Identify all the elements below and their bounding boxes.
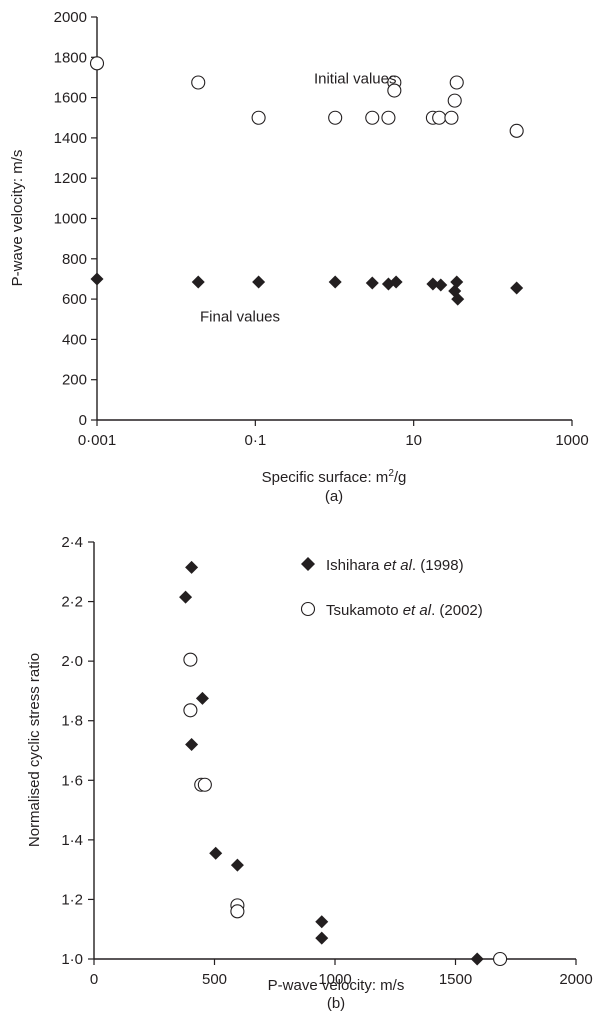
chart-panel-a: 0 200 400 600 800 1000 1200 1400 1600 1800 2000 0·… (9, 9, 589, 505)
initial-value-point (387, 83, 402, 98)
panel-label-a: (a) (325, 488, 343, 505)
y-tick-label-b: 2·4 (61, 534, 83, 551)
initial-value-point (509, 123, 524, 138)
initial-value-point (444, 110, 459, 125)
initial-value-point (89, 56, 105, 71)
final-value-point (510, 281, 524, 295)
legend: Ishihara et al. (1998) Tsukamoto et al. … (300, 557, 483, 619)
legend-marker-ishihara (301, 557, 315, 571)
legend-label-tsukamoto: Tsukamoto et al. (2002) (326, 602, 483, 619)
x-tick-label-a: 1000 (555, 432, 588, 449)
y-axis-label-a: P-wave velocity: m/s (9, 150, 26, 287)
initial-value-point (447, 93, 462, 108)
annotation-initial-values: Initial values (314, 70, 397, 87)
x-axis-label-a: Specific surface: m2/g (262, 468, 407, 486)
x-axis-label-a-main: Specific surface: m (262, 469, 389, 486)
x-tick-label-a: 0·001 (78, 432, 116, 449)
x-axis-label-a-sup: 2 (388, 468, 394, 479)
panel-label-b: (b) (327, 995, 345, 1012)
initial-value-point (365, 110, 380, 125)
tsukamoto-point (493, 951, 508, 967)
x-tick-label-a: 10 (405, 432, 422, 449)
initial-value-point (449, 75, 464, 90)
final-value-point (451, 292, 465, 306)
y-tick-label-b: 1·2 (61, 891, 83, 908)
initial-value-point (251, 110, 266, 125)
tsukamoto-point (183, 652, 198, 667)
y-tick-label-a: 1600 (54, 90, 87, 107)
initial-value-point (191, 75, 206, 90)
y-tick-label-a: 1000 (54, 211, 87, 228)
y-tick-label-b: 1·4 (61, 832, 83, 849)
y-tick-label-b: 1·8 (61, 713, 83, 730)
tsukamoto-point (183, 703, 198, 718)
ishihara-point (315, 915, 329, 929)
ishihara-point (179, 590, 193, 604)
legend-ishihara-em: et al (384, 557, 413, 574)
x-axis-label-a-tail: /g (394, 469, 407, 486)
final-value-point (328, 275, 342, 289)
ishihara-point (195, 691, 209, 705)
legend-tsukamoto-pre: Tsukamoto (326, 602, 403, 619)
x-tick-label-b: 500 (202, 971, 227, 988)
y-tick-label-a: 800 (62, 251, 87, 268)
y-axis-label-b: Normalised cyclic stress ratio (26, 653, 43, 847)
y-tick-label-a: 400 (62, 331, 87, 348)
y-tick-label-b: 2·0 (61, 653, 83, 670)
y-tick-label-a: 1800 (54, 49, 87, 66)
legend-marker-tsukamoto (300, 601, 316, 617)
x-tick-label-b: 1000 (318, 971, 351, 988)
y-tick-label-a: 1400 (54, 130, 87, 147)
data-points-a (89, 56, 524, 306)
tsukamoto-point (230, 904, 245, 919)
ishihara-point (230, 858, 244, 872)
final-value-point (191, 275, 205, 289)
final-value-point (450, 275, 464, 289)
x-tick-label-a: 0·1 (244, 432, 266, 449)
legend-label-ishihara: Ishihara et al. (1998) (326, 557, 464, 574)
y-tick-label-b: 1·6 (61, 772, 83, 789)
initial-value-point (432, 110, 447, 125)
ishihara-point (185, 738, 199, 752)
final-value-point (252, 275, 266, 289)
final-value-point (434, 278, 448, 292)
y-tick-label-a: 1200 (54, 170, 87, 187)
x-axis-label-b: P-wave velocity: m/s (268, 977, 405, 994)
y-tick-label-a: 600 (62, 291, 87, 308)
chart-panel-b: 1·0 1·2 1·4 1·6 1·8 2·0 2·2 2·4 0 500 1000 1500 200… (26, 534, 593, 1012)
y-tick-label-a: 0 (79, 412, 87, 429)
initial-value-point (381, 110, 396, 125)
y-ticks-a: 0 200 400 600 800 1000 1200 1400 1600 1800 2000 (54, 9, 97, 429)
annotation-final-values: Final values (200, 308, 280, 325)
final-value-point (389, 275, 403, 289)
ishihara-point (315, 931, 329, 945)
tsukamoto-point (197, 777, 212, 792)
final-value-point (426, 277, 440, 291)
y-tick-label-a: 2000 (54, 9, 87, 26)
legend-tsukamoto-em: et al (403, 602, 432, 619)
x-ticks-b: 0 500 1000 1500 2000 (90, 959, 593, 988)
data-points-b (179, 560, 508, 967)
ishihara-point (470, 952, 484, 966)
ishihara-point (185, 560, 199, 574)
initial-value-point (328, 110, 343, 125)
y-ticks-b: 1·0 1·2 1·4 1·6 1·8 2·0 2·2 2·4 (61, 534, 94, 968)
y-tick-label-b: 1·0 (61, 951, 83, 968)
y-tick-label-a: 200 (62, 372, 87, 389)
y-tick-label-b: 2·2 (61, 594, 83, 611)
legend-tsukamoto-post: . (2002) (431, 602, 483, 619)
final-value-point (365, 276, 379, 290)
final-value-point (90, 272, 104, 286)
x-ticks-a: 0·001 0·1 10 1000 (78, 420, 589, 449)
ishihara-point (209, 846, 223, 860)
x-tick-label-b: 0 (90, 971, 98, 988)
x-tick-label-b: 1500 (439, 971, 472, 988)
legend-ishihara-pre: Ishihara (326, 557, 384, 574)
legend-ishihara-post: . (1998) (412, 557, 464, 574)
x-tick-label-b: 2000 (559, 971, 592, 988)
